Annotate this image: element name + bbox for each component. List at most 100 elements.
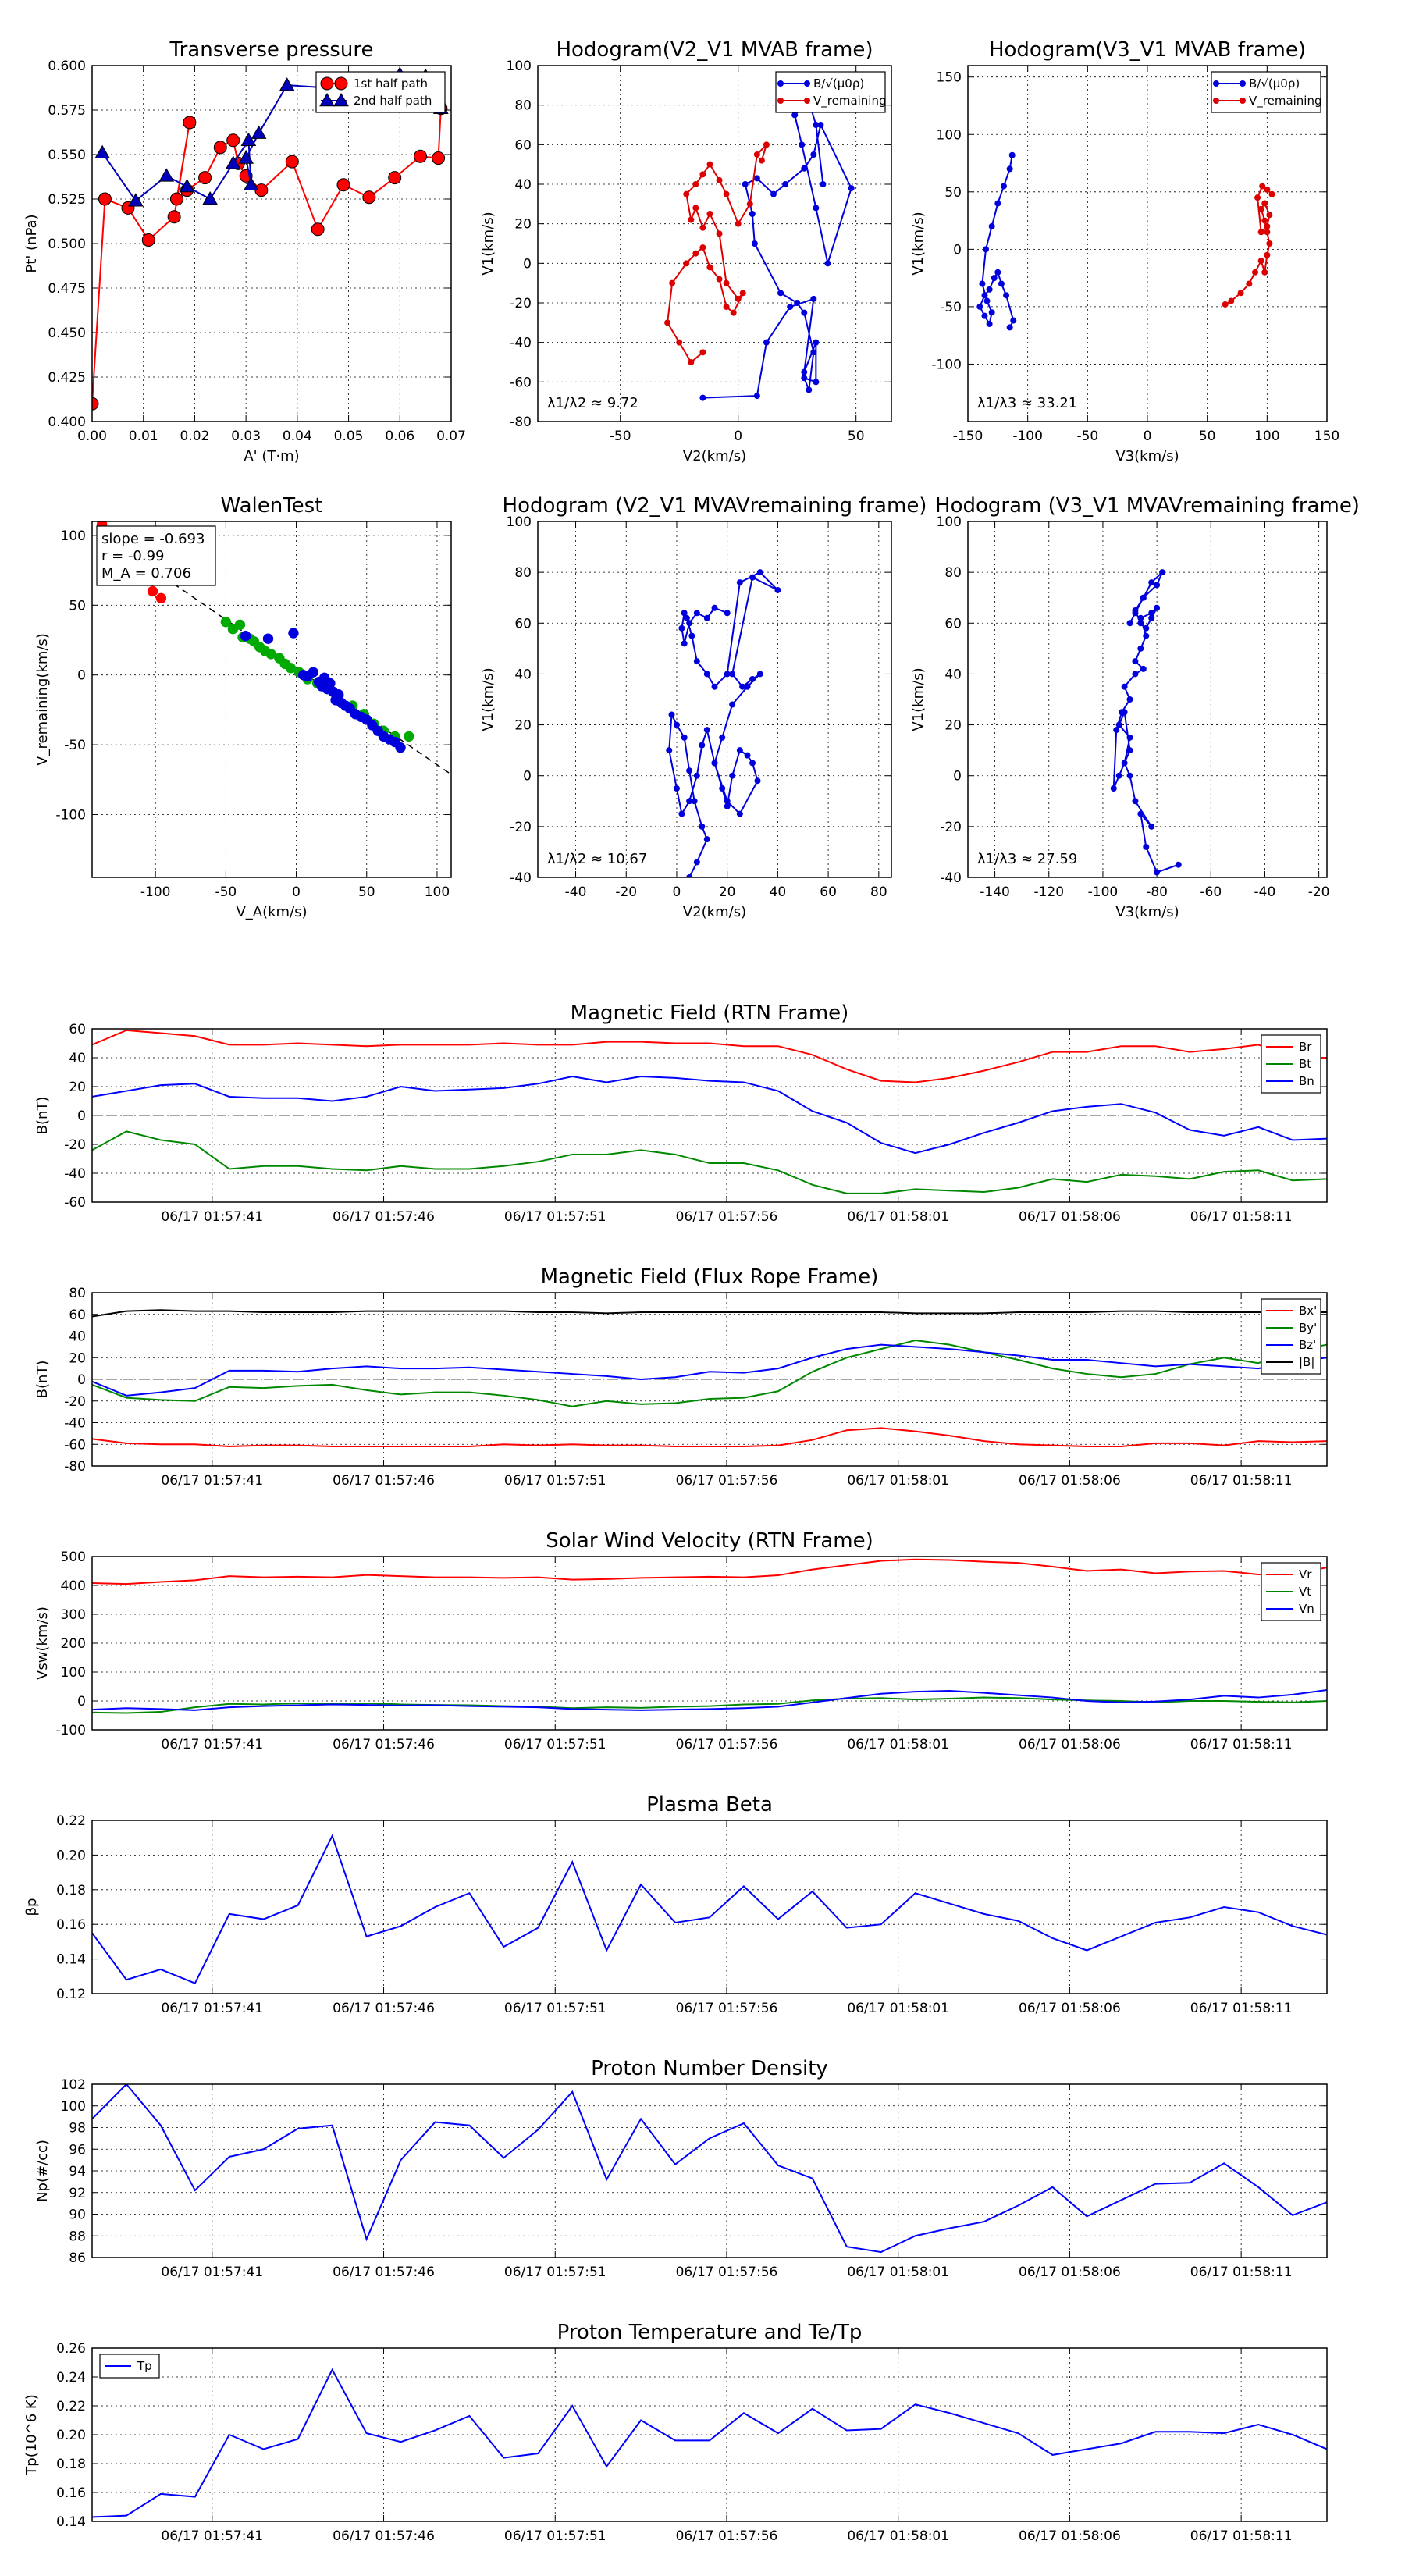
grid [968, 521, 1327, 877]
proton-temperature-chart: Proton Temperature and Te/Tp 06/17 01:57:… [23, 2321, 1328, 2544]
series-b-point [744, 683, 751, 690]
y-tick-label: 0 [77, 1372, 86, 1388]
series-1st-half-path-point [92, 397, 99, 411]
y-tick-label: 88 [69, 2229, 86, 2244]
series-b-point [1143, 632, 1150, 639]
y-tick-label: 0.400 [48, 415, 86, 430]
series-v-remaining-point [723, 304, 730, 311]
series-b-point [736, 579, 743, 586]
legend: Vr Vt Vn [1261, 1562, 1321, 1621]
series-b-point [1154, 604, 1161, 611]
x-tick-label: 0.02 [180, 429, 209, 444]
series-b-0--point [801, 165, 808, 172]
series-v-remaining-point [1264, 186, 1271, 193]
series-v-remaining-point [758, 157, 765, 164]
series-v-remaining-point [706, 264, 713, 271]
legend-marker [777, 98, 784, 104]
series-b-point [681, 734, 688, 741]
x-tick-label: 06/17 01:57:51 [504, 2001, 606, 2016]
legend-label: Bt [1299, 1057, 1311, 1071]
x-tick-label: 06/17 01:57:46 [333, 1209, 435, 1225]
x-tick-label: -140 [980, 884, 1010, 900]
plot-frame [967, 521, 1328, 878]
series-b-0--point [984, 297, 991, 304]
y-tick-label: -60 [64, 1195, 86, 1211]
y-tick-label: 0.22 [56, 1813, 86, 1829]
y-tick-label: -80 [510, 415, 532, 430]
y-tick-label: 0.500 [48, 237, 86, 252]
y-tick-label: -40 [940, 870, 962, 886]
y-tick-label: -80 [64, 1459, 86, 1475]
series-br-line [92, 1029, 1327, 1083]
series-b-point [1110, 785, 1117, 792]
legend: 1st half path 2nd half path [315, 71, 446, 113]
series-b-point [1132, 671, 1139, 678]
x-tick-label: 06/17 01:57:41 [161, 2265, 263, 2280]
y-tick-label: -60 [510, 375, 532, 390]
series-v-remaining-line [667, 144, 767, 364]
chart-title: Solar Wind Velocity (RTN Frame) [546, 1529, 873, 1553]
walen-test-chart: WalenTest -100 -50 0 50 100 -100 -50 0 50 100 V_A(k… [34, 494, 452, 920]
series-2nd-half-path-point [243, 176, 259, 191]
grid [968, 66, 1327, 422]
series-v-remaining-point [1266, 212, 1273, 219]
chart-title: Hodogram (V3_V1 MVAVremaining frame) [935, 494, 1360, 518]
series-blue-point [308, 667, 318, 678]
series-v-remaining-point [669, 279, 676, 286]
series-b-point [711, 604, 718, 611]
series-1st-half-path-point [167, 210, 181, 224]
y-tick-label: 20 [69, 1080, 86, 1095]
series-v-remaining-point [1222, 301, 1229, 308]
series-b-0--point [988, 309, 995, 316]
series-b-0--point [813, 205, 820, 212]
series-bz--line [92, 1343, 1327, 1397]
series-b-0--point [998, 280, 1005, 287]
y-tick-label: 20 [69, 1350, 86, 1366]
legend-label: 1st half path [354, 76, 428, 91]
series-v-remaining-point [692, 250, 699, 257]
legend-marker [334, 76, 348, 91]
series-b-0--point [753, 393, 760, 400]
legend-marker [1213, 98, 1219, 104]
y-tick-label: 500 [61, 1550, 86, 1565]
y-tick-label: -40 [64, 1166, 86, 1182]
series-b-0--point [994, 269, 1001, 276]
series-v-remaining-point [716, 276, 723, 283]
series-b-point [683, 614, 690, 621]
y-tick-label: -20 [64, 1137, 86, 1153]
chart-title: Hodogram (V2_V1 MVAVremaining frame) [503, 494, 927, 518]
series-b-0--point [801, 375, 808, 382]
y-tick-label: 92 [69, 2186, 86, 2201]
x-tick-label: 06/17 01:57:56 [676, 1209, 778, 1225]
plot-area [92, 1029, 1327, 1194]
series-b-point [724, 802, 731, 809]
transverse-pressure-chart: Transverse pressure 0.00 0.01 0.02 0.03 0.04 0… [23, 38, 466, 464]
y-tick-label: 80 [514, 565, 532, 581]
plot-frame [91, 1028, 1328, 1203]
series-b-point [1175, 861, 1182, 868]
legend-marker [777, 80, 784, 87]
y-tick-label: 0.20 [56, 1848, 86, 1863]
chart-title: Proton Temperature and Te/Tp [557, 2321, 863, 2344]
legend-marker [804, 80, 810, 87]
x-tick-label: 0 [1144, 429, 1152, 444]
y-tick-label: -40 [510, 870, 532, 886]
series-b-0--point [817, 122, 824, 128]
series-b-point [1148, 579, 1155, 586]
series-b-0--point [751, 240, 758, 247]
y-tick-label: 96 [69, 2142, 86, 2158]
x-tick-label: 0.01 [129, 429, 158, 444]
x-tick-label: -100 [140, 884, 171, 900]
legend-label: Bn [1299, 1074, 1314, 1088]
x-tick-label: 0.04 [283, 429, 312, 444]
y-tick-label: 20 [514, 718, 532, 734]
series-b-0--point [801, 368, 808, 375]
series-b-0--point [787, 304, 794, 311]
series-v-remaining-point [699, 171, 706, 178]
x-tick-label: 150 [1314, 429, 1339, 444]
x-tick-label: 06/17 01:57:56 [676, 1737, 778, 1752]
series-blue-point [240, 630, 251, 642]
x-axis-label: V_A(km/s) [236, 904, 307, 920]
stats-box [96, 525, 216, 586]
